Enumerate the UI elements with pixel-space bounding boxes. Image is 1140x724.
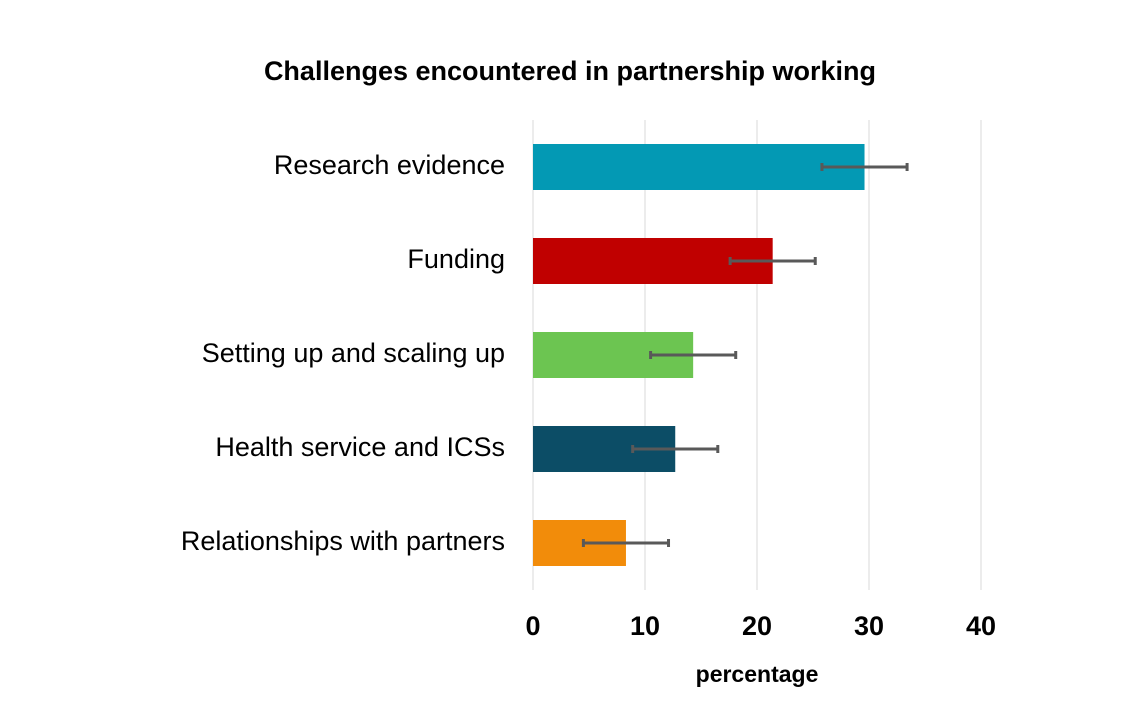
x-tick-label: 0: [525, 611, 540, 641]
x-tick-label: 20: [742, 611, 772, 641]
x-tick-label: 10: [630, 611, 660, 641]
y-tick-label: Setting up and scaling up: [202, 338, 505, 368]
y-tick-label: Research evidence: [274, 150, 505, 180]
y-tick-label: Relationships with partners: [181, 526, 505, 556]
error-bar: [728, 257, 817, 265]
x-tick-label: 30: [854, 611, 884, 641]
y-tick-label: Health service and ICSs: [215, 432, 505, 462]
error-bar: [581, 539, 671, 547]
x-tick-label: 40: [966, 611, 996, 641]
bar: [533, 144, 865, 190]
y-tick-label: Funding: [407, 244, 505, 274]
error-bar: [631, 445, 720, 453]
chart-title: Challenges encountered in partnership wo…: [264, 56, 876, 86]
error-bar: [649, 351, 738, 359]
x-axis-label: percentage: [696, 661, 819, 687]
error-bar: [820, 163, 909, 171]
